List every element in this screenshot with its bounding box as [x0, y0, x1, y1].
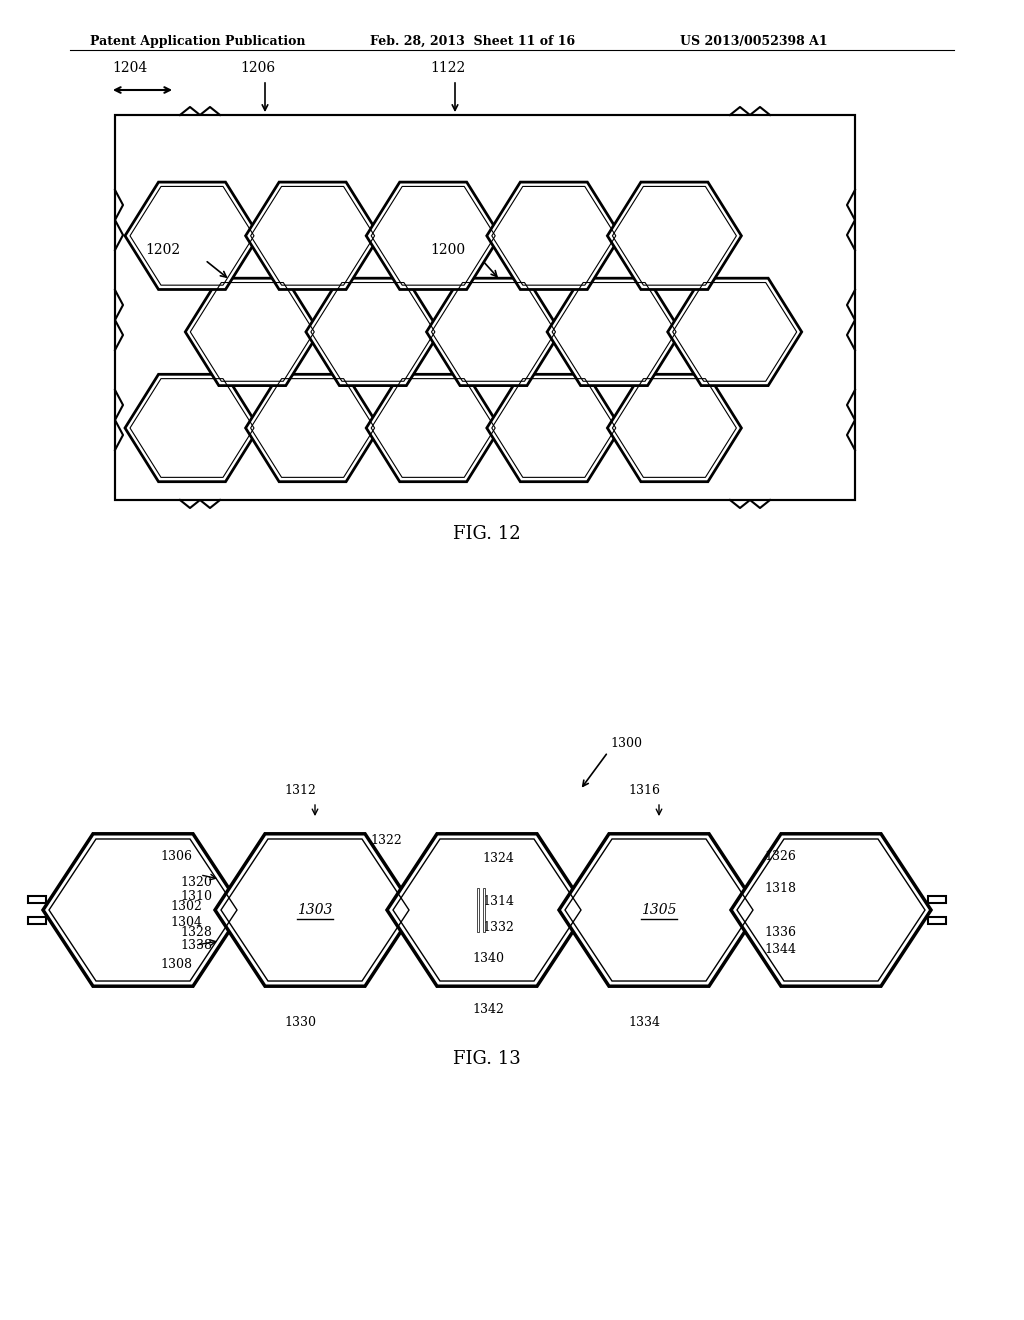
- Text: 1320: 1320: [180, 876, 212, 890]
- Bar: [28, 896, 46, 903]
- Text: 1308: 1308: [160, 957, 193, 970]
- Polygon shape: [607, 375, 741, 482]
- Polygon shape: [731, 834, 931, 986]
- Polygon shape: [607, 182, 741, 289]
- Text: 1322: 1322: [370, 834, 401, 847]
- Bar: [928, 917, 946, 924]
- Text: 1344: 1344: [764, 942, 796, 956]
- Polygon shape: [559, 834, 759, 986]
- Polygon shape: [367, 182, 500, 289]
- Text: 1304: 1304: [170, 916, 202, 928]
- Text: 1306: 1306: [160, 850, 193, 862]
- Polygon shape: [215, 834, 415, 986]
- Bar: [477, 888, 479, 932]
- Text: 1300: 1300: [610, 737, 642, 750]
- Bar: [115, 115, 855, 500]
- Polygon shape: [246, 182, 380, 289]
- Polygon shape: [367, 375, 500, 482]
- Bar: [483, 888, 485, 932]
- Text: 1340: 1340: [472, 952, 504, 965]
- Polygon shape: [387, 834, 587, 986]
- Polygon shape: [486, 375, 621, 482]
- Text: 1200: 1200: [430, 243, 465, 257]
- Text: 1338: 1338: [180, 940, 212, 952]
- Text: FIG. 13: FIG. 13: [454, 1049, 521, 1068]
- Text: 1202: 1202: [145, 243, 180, 257]
- Text: 1328: 1328: [180, 927, 212, 939]
- Polygon shape: [125, 182, 259, 289]
- Text: 1122: 1122: [430, 61, 465, 75]
- Text: 1303: 1303: [297, 903, 333, 917]
- Text: 1332: 1332: [482, 921, 514, 935]
- Bar: [28, 917, 46, 924]
- Text: 1206: 1206: [240, 61, 275, 75]
- Bar: [928, 896, 946, 903]
- Polygon shape: [486, 182, 621, 289]
- Text: 1330: 1330: [284, 1016, 316, 1030]
- Text: Patent Application Publication: Patent Application Publication: [90, 36, 305, 48]
- Polygon shape: [185, 279, 319, 385]
- Text: 1302: 1302: [170, 900, 202, 913]
- Polygon shape: [125, 375, 259, 482]
- Polygon shape: [246, 375, 380, 482]
- Text: 1316: 1316: [628, 784, 660, 797]
- Text: 1204: 1204: [112, 61, 147, 75]
- Polygon shape: [427, 279, 560, 385]
- Text: 1324: 1324: [482, 851, 514, 865]
- Text: FIG. 12: FIG. 12: [454, 525, 521, 543]
- Text: 1312: 1312: [284, 784, 316, 797]
- Text: 1318: 1318: [764, 882, 796, 895]
- Text: 1314: 1314: [482, 895, 514, 908]
- Polygon shape: [43, 834, 243, 986]
- Text: 1342: 1342: [472, 1003, 504, 1016]
- Text: 1336: 1336: [764, 925, 796, 939]
- Polygon shape: [547, 279, 681, 385]
- Polygon shape: [668, 279, 802, 385]
- Bar: [115, 115, 855, 500]
- Text: US 2013/0052398 A1: US 2013/0052398 A1: [680, 36, 827, 48]
- Text: 1310: 1310: [180, 890, 212, 903]
- Text: Feb. 28, 2013  Sheet 11 of 16: Feb. 28, 2013 Sheet 11 of 16: [370, 36, 575, 48]
- Text: 1305: 1305: [641, 903, 677, 917]
- Text: 1326: 1326: [764, 850, 796, 862]
- Polygon shape: [306, 279, 440, 385]
- Text: 1334: 1334: [628, 1016, 660, 1030]
